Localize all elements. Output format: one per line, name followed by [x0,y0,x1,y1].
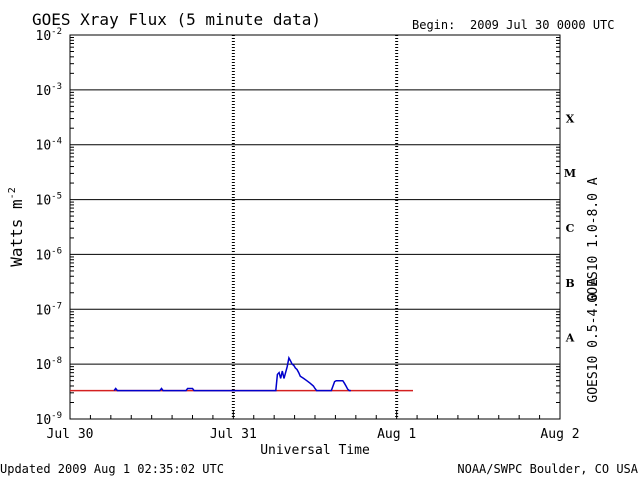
y-tick-label: 10-4 [36,137,63,154]
plot-frame [69,34,561,420]
y-tick-label: 10-5 [36,192,63,209]
flare-class-b: B [565,277,574,290]
x-tick-labels: Jul 30 Jul 31 Aug 1 Aug 2 [47,427,580,442]
x-tick-label: Jul 30 [47,427,94,442]
x-tick-label: Aug 2 [540,427,579,442]
y-axis-label: Watts m-2 [7,187,26,266]
y-tick-label: 10-6 [36,246,63,263]
flare-class-m: M [564,167,576,180]
begin-value: 2009 Jul 30 0000 UTC [470,18,615,32]
chart-title: GOES Xray Flux (5 minute data) [32,10,321,29]
y-tick-label: 10-7 [36,301,63,318]
updated-timestamp: Updated 2009 Aug 1 02:35:02 UTC [0,462,224,476]
begin-label: Begin: [412,18,455,32]
y-axis-label-group: Watts m-2 [7,187,26,266]
legend-long: GOES10 1.0-8.0 A [586,177,601,302]
source-credit: NOAA/SWPC Boulder, CO USA [457,462,638,476]
y-tick-label: 10-8 [36,356,63,373]
flare-class-x: X [566,112,575,125]
x-tick-label: Jul 31 [210,427,257,442]
x-tick-label: Aug 1 [377,427,416,442]
y-tick-label: 10-3 [36,82,63,99]
x-axis-label: Universal Time [260,443,370,458]
legend-long-label: GOES10 1.0-8.0 A [586,177,601,302]
grid-layer [69,35,561,419]
y-tick-labels: 10-9 10-8 10-7 10-6 10-5 10-4 10-3 10-2 [36,27,63,428]
legend-short: GOES10 0.5-4.0 A [586,277,601,402]
flare-class-labels: A B C M X [564,112,576,344]
series-line-1 [113,355,351,392]
y-tick-label: 10-2 [36,27,63,44]
legend-short-label: GOES10 0.5-4.0 A [586,277,601,402]
y-tick-label: 10-9 [36,411,63,428]
flare-class-a: A [565,332,575,345]
flare-class-c: C [566,222,575,235]
series-layer [70,355,413,392]
